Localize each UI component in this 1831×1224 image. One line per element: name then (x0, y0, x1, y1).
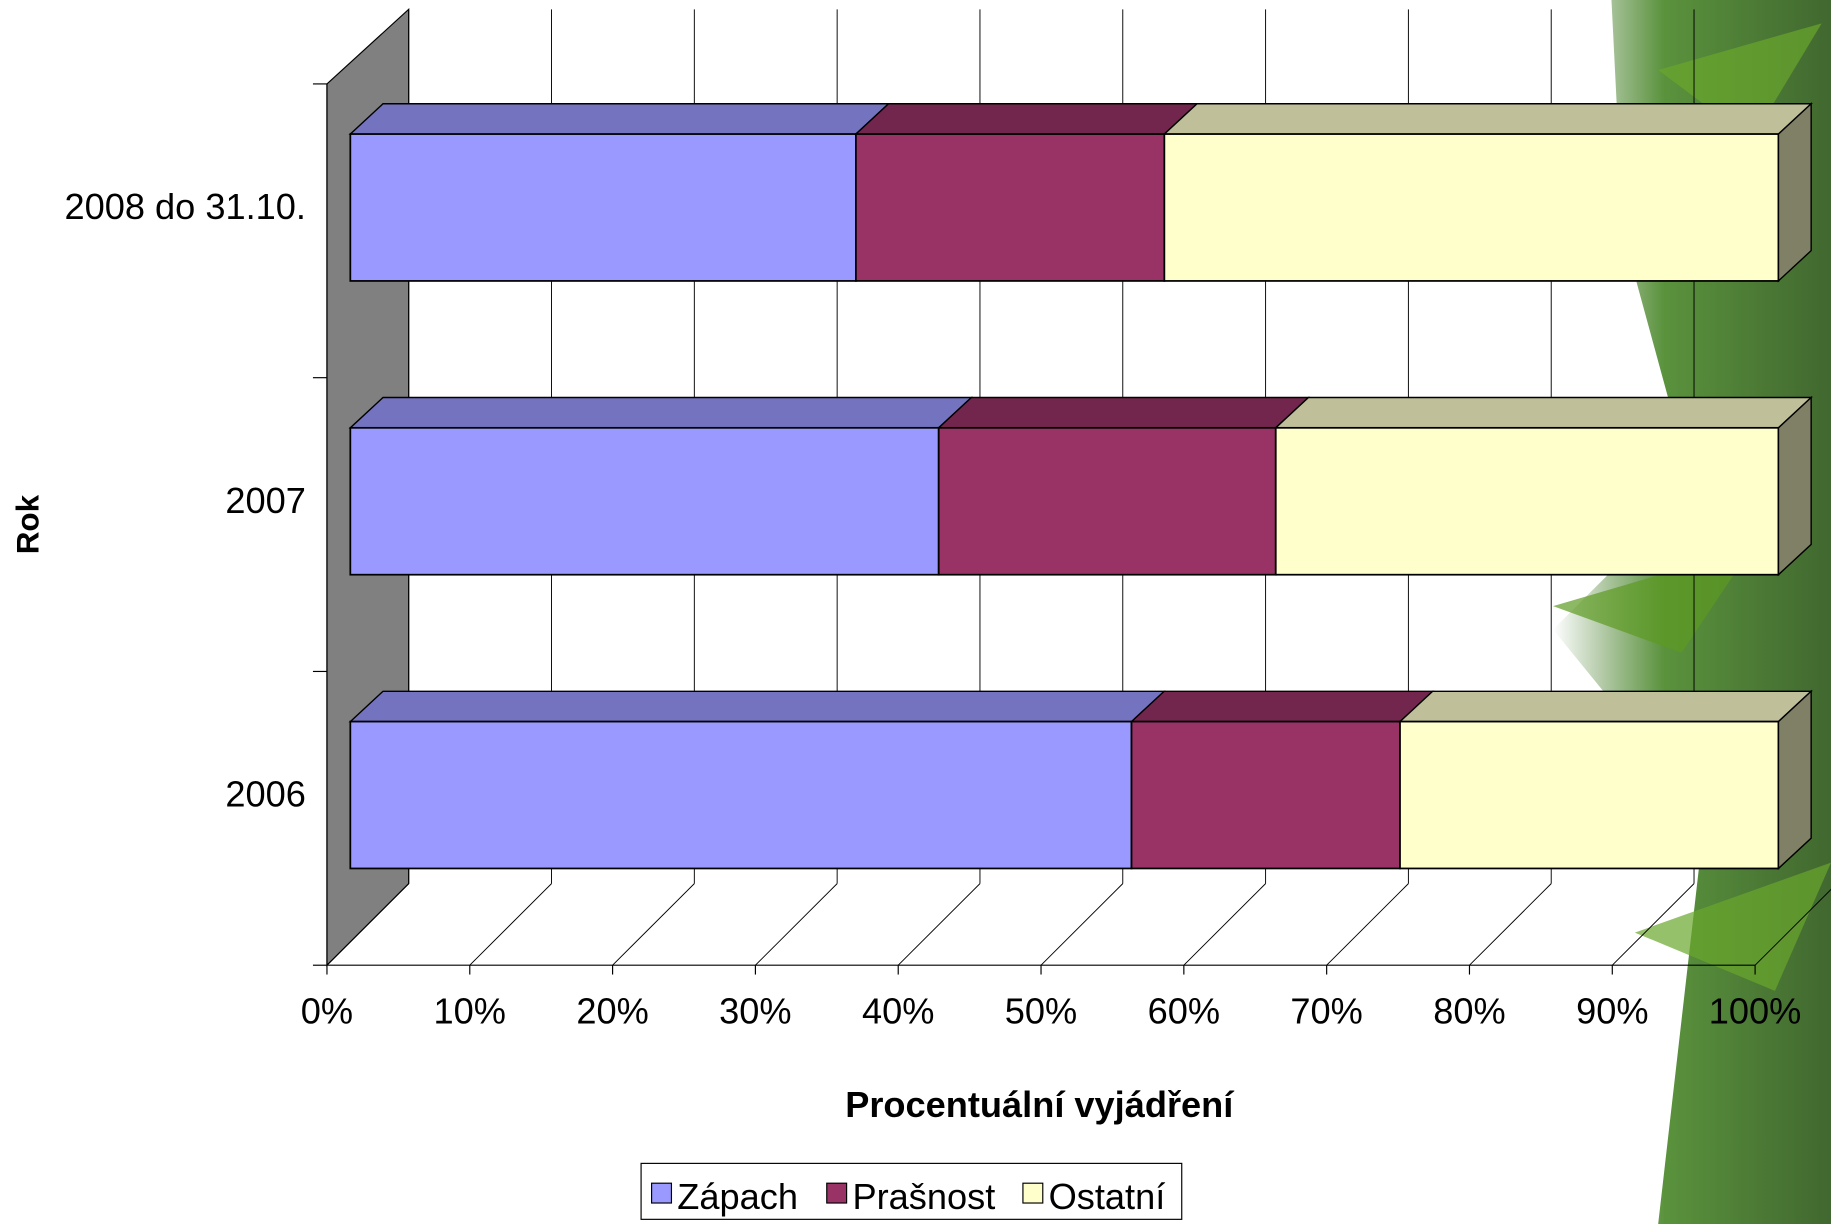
legend-items: Zápach Prašnost Ostatní (651, 1176, 1166, 1217)
x-axis-title: Procentuální vyjádření (845, 1084, 1235, 1125)
x-tick-label: 100% (1709, 991, 1802, 1032)
floor-grid-line (612, 883, 695, 966)
legend-swatch (1022, 1182, 1044, 1204)
bar (1274, 426, 1780, 576)
bar-top (936, 396, 1311, 429)
floor-grid-line (755, 883, 838, 966)
floor-grid-line (1611, 883, 1695, 966)
floor-grid-line (1469, 883, 1552, 966)
bar (855, 133, 1166, 282)
x-tick-label: 80% (1433, 991, 1505, 1032)
bar-top (348, 690, 1166, 723)
legend (640, 1162, 1183, 1220)
bar-top (1162, 103, 1813, 135)
bar (1130, 720, 1401, 870)
floor-grid-line (1326, 883, 1409, 966)
bar-top (1129, 690, 1435, 723)
floor-grid-line (897, 883, 981, 966)
bar (1163, 133, 1780, 282)
bar (349, 133, 857, 282)
floor-grid-line (326, 883, 410, 966)
bar-top (348, 103, 891, 135)
plot-area (312, 8, 1831, 975)
floor-grid-line (1183, 883, 1266, 966)
bar-top (1273, 396, 1813, 429)
bar (937, 426, 1277, 576)
legend-label: Prašnost (852, 1176, 995, 1217)
y-tick-label: 2007 (225, 480, 306, 521)
floor-grid-line (469, 883, 552, 966)
x-tick-label: 60% (1148, 991, 1220, 1032)
y-axis-title: Rok (10, 494, 46, 554)
x-tick-label: 0% (301, 991, 353, 1032)
bar-top (1398, 690, 1813, 723)
bar (1399, 720, 1780, 870)
x-tick-label: 20% (576, 991, 648, 1032)
x-tick-label: 90% (1576, 991, 1648, 1032)
x-tick-label: 10% (434, 991, 506, 1032)
floor-grid-line (1040, 883, 1124, 966)
y-tick-label: 2006 (225, 774, 306, 815)
x-tick-label: 40% (862, 991, 934, 1032)
bar (349, 426, 940, 576)
bar (349, 720, 1133, 870)
y-tick-label: 2008 do 31.10. (64, 186, 305, 227)
floor-grid-line (1754, 888, 1831, 966)
bar-top (854, 103, 1199, 135)
x-tick-label: 50% (1005, 991, 1077, 1032)
bar-side (1777, 689, 1812, 871)
bar-side (1777, 395, 1812, 577)
legend-swatch (651, 1182, 673, 1204)
legend-label: Ostatní (1049, 1176, 1166, 1217)
legend-label: Zápach (677, 1176, 798, 1217)
legend-swatch (826, 1182, 848, 1204)
x-tick-label: 30% (719, 991, 791, 1032)
bar-top (348, 396, 974, 429)
bar-side (1777, 102, 1812, 283)
x-tick-label: 70% (1290, 991, 1362, 1032)
